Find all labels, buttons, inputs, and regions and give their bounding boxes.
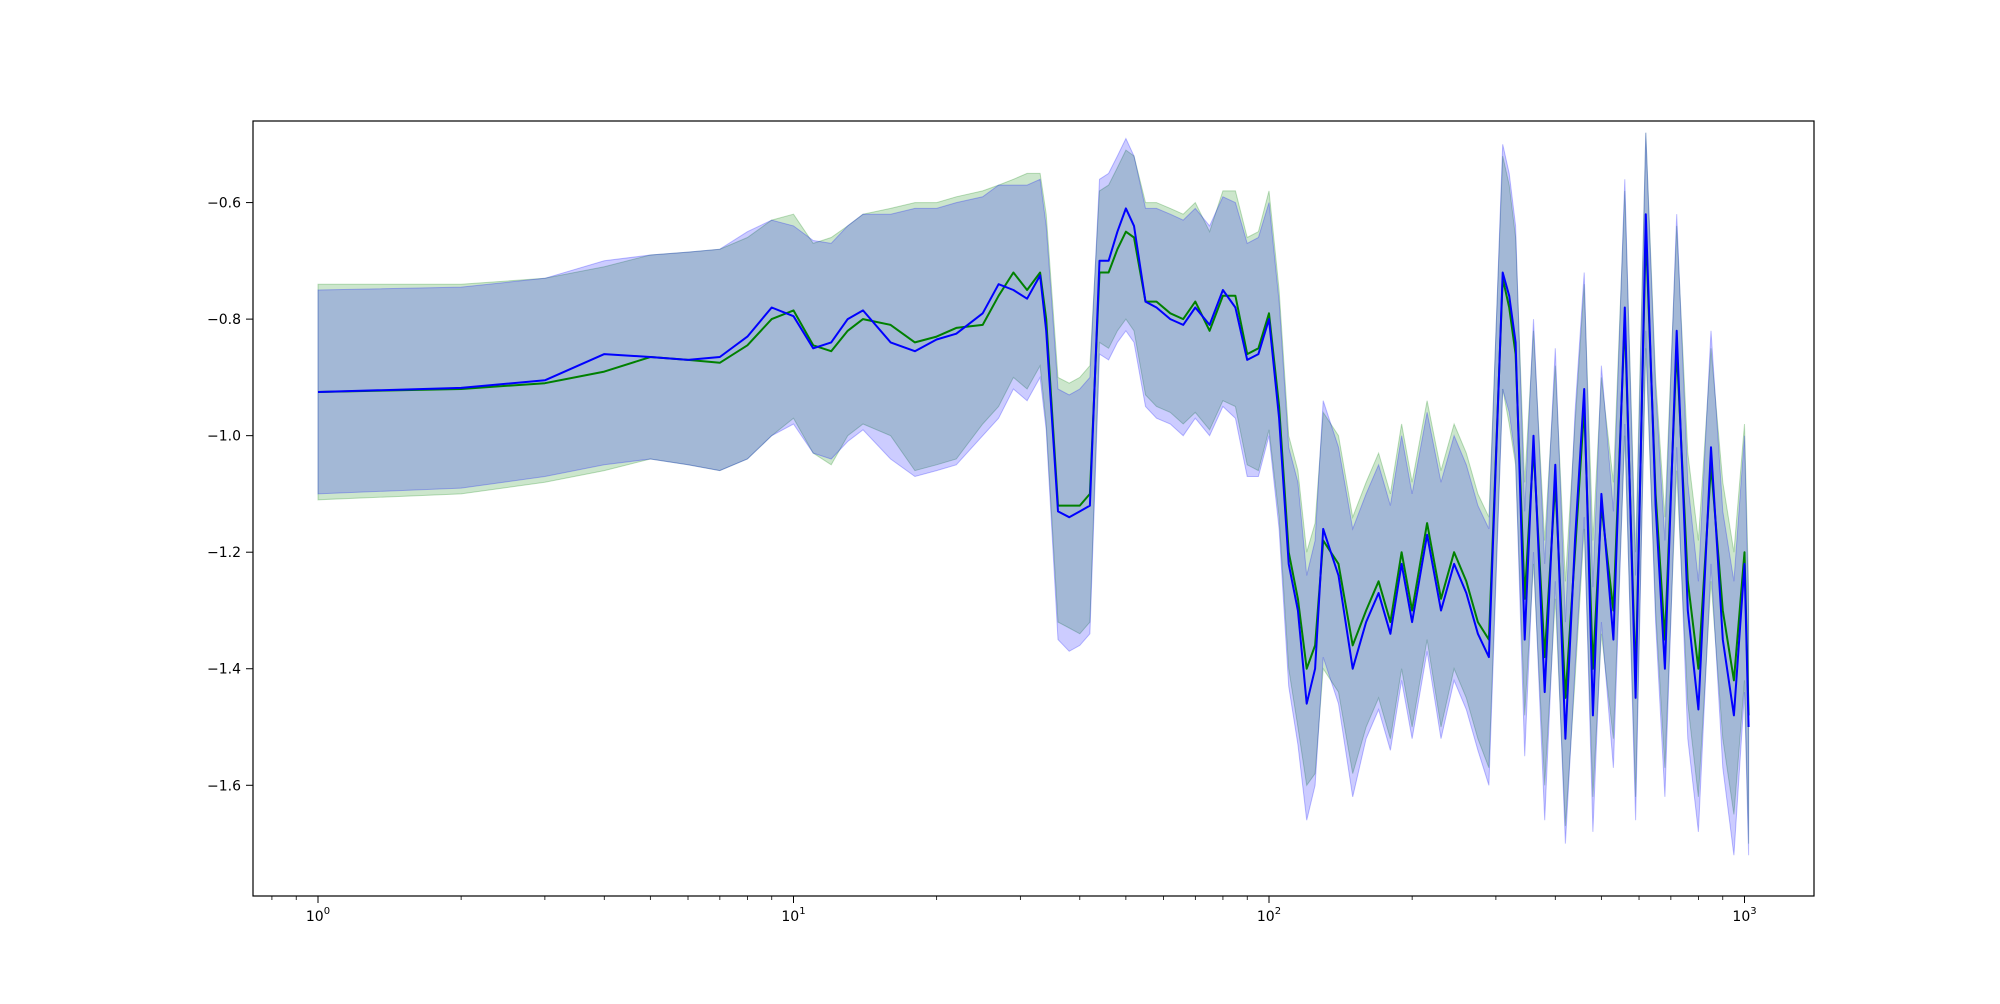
- series-1-line: [317, 230, 1750, 716]
- y-tick-label: −1.4: [207, 662, 241, 678]
- series-2-band: [317, 132, 1750, 856]
- x-axis: 100 101 102 103: [271, 896, 1757, 925]
- x-tick-label-exponent: 2: [1275, 906, 1281, 917]
- x-tick-label-exponent: 3: [1750, 906, 1756, 917]
- series-2-line: [317, 207, 1750, 740]
- y-tick-label: −1.2: [207, 545, 241, 561]
- series-1-band: [317, 132, 1750, 844]
- plot-area-frame: [252, 120, 1815, 897]
- x-tick-label-base: 10: [1732, 909, 1750, 925]
- y-axis: −0.6 −0.8 −1.0 −1.2 −1.4 −1.6: [207, 196, 253, 794]
- y-tick-label: −1.0: [207, 429, 241, 445]
- confidence-bands: [317, 132, 1750, 856]
- x-tick-label: 101: [781, 906, 805, 925]
- x-tick-label-base: 10: [306, 909, 324, 925]
- x-tick-label: 102: [1257, 906, 1281, 925]
- x-tick-label-exponent: 1: [799, 906, 805, 917]
- series-lines: [317, 207, 1750, 740]
- x-tick-label-base: 10: [781, 909, 799, 925]
- x-tick-label-base: 10: [1257, 909, 1275, 925]
- x-tick-label: 103: [1732, 906, 1756, 925]
- y-tick-label: −0.8: [207, 312, 241, 328]
- x-tick-label-exponent: 0: [324, 906, 330, 917]
- y-tick-label: −1.6: [207, 778, 241, 794]
- x-tick-label: 100: [306, 906, 330, 925]
- y-tick-label: −0.6: [207, 196, 241, 212]
